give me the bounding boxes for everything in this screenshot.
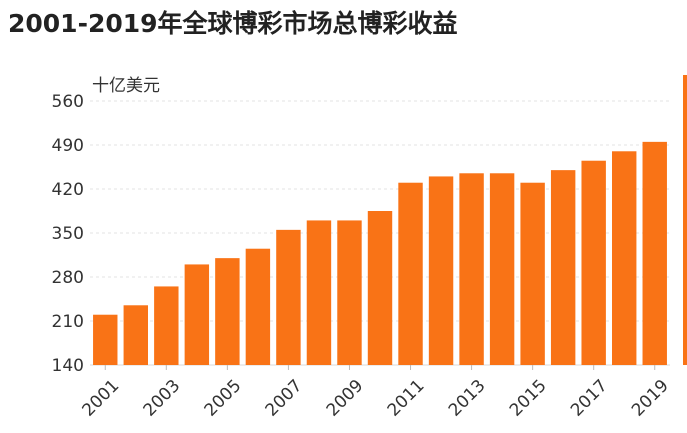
x-tick-label: 2005 bbox=[201, 376, 246, 421]
bar-2014 bbox=[489, 173, 515, 365]
bar-2015 bbox=[520, 182, 545, 365]
bar-2008 bbox=[306, 220, 332, 365]
accent-strip bbox=[683, 75, 687, 365]
y-axis: 140 210 280 350 420 490 560 bbox=[52, 92, 84, 376]
y-tick-label: 490 bbox=[52, 136, 84, 156]
bar-2005 bbox=[215, 258, 240, 365]
bar-2010 bbox=[367, 211, 393, 365]
x-tick-label: 2009 bbox=[323, 376, 368, 421]
x-tick-label: 2001 bbox=[79, 376, 124, 421]
y-tick-label: 140 bbox=[52, 356, 84, 376]
y-unit-label: 十亿美元 bbox=[92, 76, 160, 96]
bar-2009 bbox=[337, 220, 362, 365]
bar-2011 bbox=[398, 182, 423, 365]
bar-2012 bbox=[428, 176, 454, 365]
x-tick-label: 2015 bbox=[506, 376, 551, 421]
x-tick-label: 2003 bbox=[140, 376, 185, 421]
bars bbox=[93, 141, 667, 365]
x-tick-label: 2011 bbox=[384, 376, 429, 421]
bar-2019 bbox=[642, 141, 667, 365]
bar-2007 bbox=[276, 229, 301, 365]
chart-title: 2001-2019年全球博彩市场总博彩收益 bbox=[8, 9, 458, 38]
bar-2003 bbox=[154, 286, 179, 365]
x-axis: 2001 2003 2005 2007 2009 2011 2013 2015 2017 2019 bbox=[79, 365, 673, 421]
x-tick-label: 2007 bbox=[262, 376, 307, 421]
bar-2001 bbox=[93, 314, 118, 365]
bar-2006 bbox=[245, 248, 271, 365]
x-tick-label: 2013 bbox=[445, 376, 490, 421]
x-tick-label: 2017 bbox=[567, 376, 612, 421]
bar-2004 bbox=[184, 264, 210, 365]
bar-2018 bbox=[612, 151, 637, 365]
bar-2002 bbox=[123, 305, 148, 365]
y-tick-label: 280 bbox=[52, 268, 84, 288]
y-tick-label: 350 bbox=[52, 224, 84, 244]
y-tick-label: 420 bbox=[52, 180, 84, 200]
x-tick-label: 2019 bbox=[628, 376, 673, 421]
bar-2017 bbox=[581, 160, 606, 365]
y-tick-label: 210 bbox=[52, 312, 84, 332]
bar-2013 bbox=[459, 173, 484, 365]
y-tick-label: 560 bbox=[52, 92, 84, 112]
bar-2016 bbox=[550, 170, 576, 365]
